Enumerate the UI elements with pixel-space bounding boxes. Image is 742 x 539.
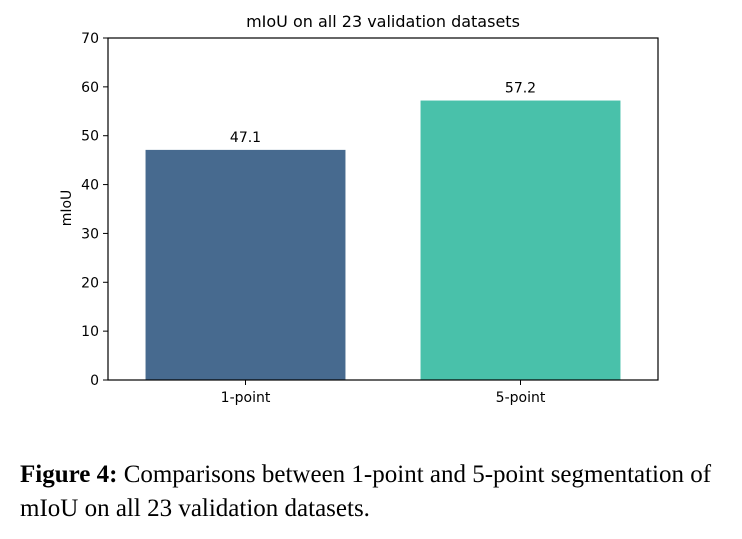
- y-tick-label: 40: [81, 178, 99, 194]
- bar-1-point: [145, 149, 346, 380]
- y-tick-label: 50: [81, 129, 99, 145]
- value-label-5-point: 57.2: [505, 81, 536, 97]
- bar-5-point: [420, 100, 621, 380]
- y-tick-label: 60: [81, 80, 99, 96]
- plot-frame: [107, 37, 659, 381]
- x-tick-label: 5-point: [496, 390, 546, 406]
- caption-label: Figure 4:: [20, 461, 118, 488]
- y-tick-label: 10: [81, 324, 99, 340]
- bar-chart: mIoU on all 23 validation datasets mIoU …: [59, 12, 659, 406]
- y-tick-label: 30: [81, 226, 99, 242]
- y-axis-label: mIoU: [59, 190, 75, 227]
- figure-caption: Figure 4: Comparisons between 1-point an…: [20, 458, 732, 526]
- y-tick-label: 70: [81, 31, 99, 47]
- value-label-1-point: 47.1: [230, 130, 261, 146]
- y-tick-label: 0: [90, 373, 99, 389]
- x-tick-label: 1-point: [221, 390, 271, 406]
- y-tick-label: 20: [81, 275, 99, 291]
- chart-title: mIoU on all 23 validation datasets: [246, 12, 520, 31]
- caption-text: Comparisons between 1-point and 5-point …: [20, 461, 712, 522]
